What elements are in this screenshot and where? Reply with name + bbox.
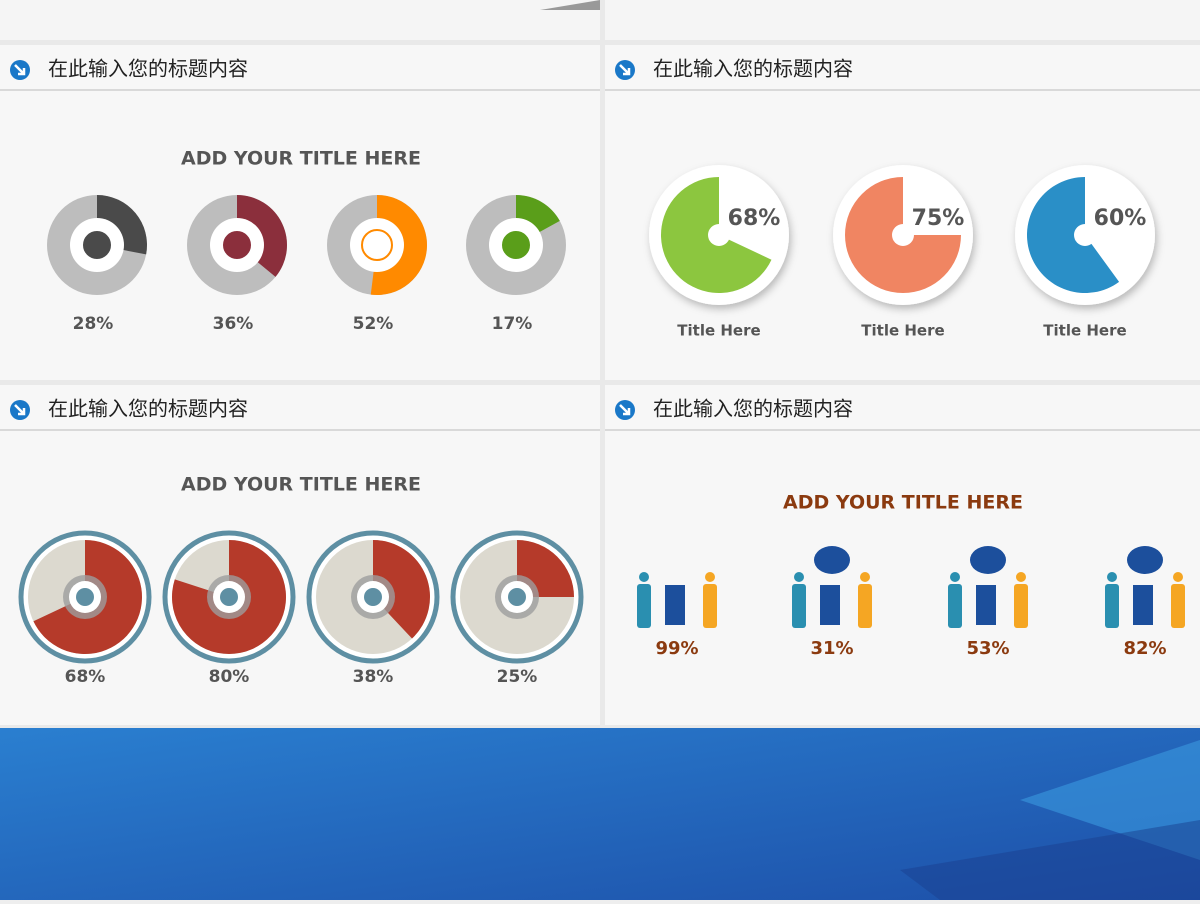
pie-center [708, 224, 730, 246]
pie-slice [1027, 176, 1120, 293]
icon-glyph [508, 588, 526, 606]
header-text: 在此输入您的标题内容 [48, 57, 248, 81]
header-text: 在此输入您的标题内容 [653, 57, 853, 81]
panel-title: ADD YOUR TITLE HERE [181, 148, 421, 170]
topic-icon [1133, 585, 1153, 625]
percent-label: 31% [810, 638, 853, 659]
item-title: Title Here [861, 322, 944, 340]
person-body [1014, 584, 1028, 628]
sport-icon [361, 229, 393, 261]
person-body [858, 584, 872, 628]
icon-glyph [364, 588, 382, 606]
person-body [1171, 584, 1185, 628]
sport-icon [500, 229, 532, 261]
blue-shape [900, 820, 1200, 900]
percent-label: 99% [655, 638, 698, 659]
header-text: 在此输入您的标题内容 [653, 397, 853, 421]
topic-icon [665, 585, 685, 625]
percent-label: 82% [1123, 638, 1166, 659]
header-text: 在此输入您的标题内容 [48, 397, 248, 421]
sport-icon [81, 229, 113, 261]
header-arrow [14, 404, 26, 416]
topic-icon [820, 585, 840, 625]
percent-label: 68% [65, 667, 106, 687]
person-head [950, 572, 960, 582]
person-head [705, 572, 715, 582]
pie-center [892, 224, 914, 246]
percent-label: 75% [912, 206, 965, 231]
item-title: Title Here [677, 322, 760, 340]
pie-slice [373, 540, 430, 639]
person-head [860, 572, 870, 582]
person-body [637, 584, 651, 628]
panel-top-strip [0, 0, 600, 40]
speech-bubble [814, 546, 850, 574]
speech-bubble [970, 546, 1006, 574]
percent-label: 25% [497, 667, 538, 687]
icon-glyph [76, 588, 94, 606]
percent-label: 52% [353, 314, 394, 334]
percent-label: 60% [1094, 206, 1147, 231]
person-body [792, 584, 806, 628]
percent-label: 17% [492, 314, 533, 334]
panel-top-strip [605, 0, 1200, 40]
percent-label: 36% [213, 314, 254, 334]
person-body [948, 584, 962, 628]
person-head [639, 572, 649, 582]
percent-label: 53% [966, 638, 1009, 659]
percent-label: 38% [353, 667, 394, 687]
panel [605, 385, 1200, 725]
header-arrow [619, 404, 631, 416]
header-arrow [619, 64, 631, 76]
person-head [794, 572, 804, 582]
percent-label: 80% [209, 667, 250, 687]
corner-shape [540, 0, 600, 10]
person-head [1173, 572, 1183, 582]
header-arrow [14, 64, 26, 76]
panel-title: ADD YOUR TITLE HERE [181, 474, 421, 496]
person-head [1016, 572, 1026, 582]
panel-title: ADD YOUR TITLE HERE [783, 492, 1023, 514]
sport-icon [221, 229, 253, 261]
icon-glyph [220, 588, 238, 606]
person-body [703, 584, 717, 628]
speech-bubble [1127, 546, 1163, 574]
pie-center [1074, 224, 1096, 246]
percent-label: 68% [728, 206, 781, 231]
item-title: Title Here [1043, 322, 1126, 340]
topic-icon [976, 585, 996, 625]
person-body [1105, 584, 1119, 628]
percent-label: 28% [73, 314, 114, 334]
person-head [1107, 572, 1117, 582]
